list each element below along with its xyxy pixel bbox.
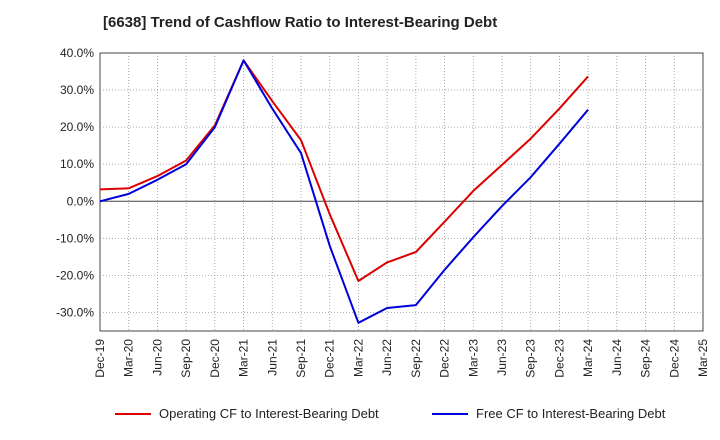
x-tick-label: Sep-23: [524, 339, 538, 378]
x-tick-label: Jun-23: [495, 339, 509, 376]
legend-label-free-cf: Free CF to Interest-Bearing Debt: [476, 406, 666, 421]
x-tick-label: Sep-21: [294, 339, 308, 378]
x-tick-label: Dec-19: [93, 339, 107, 378]
legend-label-operating-cf: Operating CF to Interest-Bearing Debt: [159, 406, 379, 421]
x-tick-label: Mar-24: [581, 339, 595, 377]
x-tick-label: Mar-20: [122, 339, 136, 377]
x-tick-label: Mar-23: [466, 339, 480, 377]
x-tick-label: Jun-20: [150, 339, 164, 376]
y-tick-label: 20.0%: [60, 120, 94, 134]
legend-item-free-cf: Free CF to Interest-Bearing Debt: [432, 406, 665, 421]
y-tick-label: 10.0%: [60, 157, 94, 171]
series-line-0: [99, 59, 589, 282]
legend-swatch-operating-cf: [115, 412, 151, 415]
legend-item-operating-cf: Operating CF to Interest-Bearing Debt: [115, 406, 379, 421]
x-tick-label: Jun-21: [265, 339, 279, 376]
x-tick-label: Sep-22: [409, 339, 423, 378]
legend-swatch-free-cf: [432, 412, 468, 415]
y-tick-label: -20.0%: [56, 268, 94, 282]
x-tick-label: Mar-21: [237, 339, 251, 377]
series-line-1: [99, 59, 589, 324]
x-tick-label: Dec-20: [208, 339, 222, 378]
y-tick-label: 30.0%: [60, 83, 94, 97]
legend: Operating CF to Interest-Bearing Debt Fr…: [0, 400, 720, 430]
x-tick-label: Dec-22: [438, 339, 452, 378]
x-tick-label: Jun-24: [610, 339, 624, 376]
y-tick-label: 40.0%: [60, 46, 94, 60]
x-tick-label: Sep-20: [179, 339, 193, 378]
x-tick-label: Dec-23: [552, 339, 566, 378]
x-tick-label: Mar-22: [351, 339, 365, 377]
chart-title: [6638] Trend of Cashflow Ratio to Intere…: [103, 14, 498, 31]
plot-area: [99, 52, 704, 332]
x-tick-label: Jun-22: [380, 339, 394, 376]
y-tick-label: 0.0%: [67, 194, 95, 208]
x-tick-label: Mar-25: [696, 339, 710, 377]
y-tick-label: -10.0%: [56, 231, 94, 245]
x-tick-label: Dec-21: [323, 339, 337, 378]
y-tick-label: -30.0%: [56, 305, 94, 319]
x-tick-label: Sep-24: [639, 339, 653, 378]
x-tick-label: Dec-24: [667, 339, 681, 378]
